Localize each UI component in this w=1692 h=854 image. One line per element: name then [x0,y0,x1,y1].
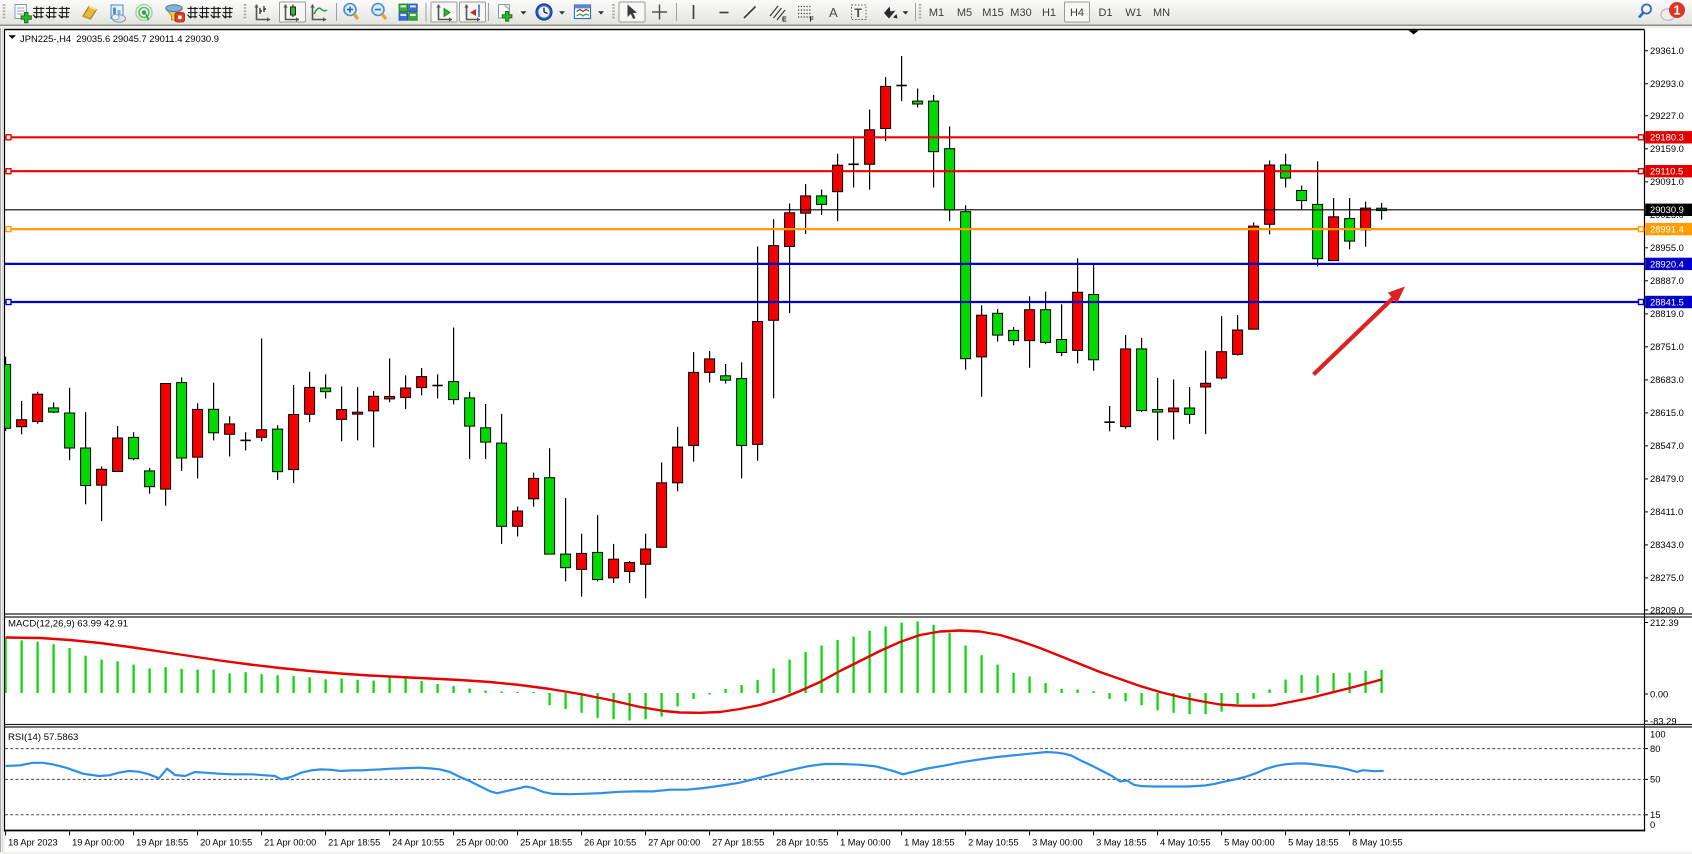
svg-text:28547.0: 28547.0 [1650,440,1684,451]
svg-text:28615.0: 28615.0 [1650,407,1684,418]
svg-text:JPN225-,H4 29035.6 29045.7 29: JPN225-,H4 29035.6 29045.7 29011.4 29030… [20,33,219,44]
svg-text:19 Apr 18:55: 19 Apr 18:55 [136,837,188,847]
svg-text:M1: M1 [929,7,944,19]
svg-text:29091.0: 29091.0 [1650,176,1684,187]
svg-text:5 May 18:55: 5 May 18:55 [1288,837,1339,847]
svg-text:20 Apr 10:55: 20 Apr 10:55 [200,837,252,847]
svg-text:15: 15 [1650,809,1660,820]
svg-text:29030.9: 29030.9 [1650,204,1684,215]
svg-text:1 May 18:55: 1 May 18:55 [904,837,955,847]
svg-text:W1: W1 [1125,7,1142,19]
svg-text:28275.0: 28275.0 [1650,572,1684,583]
svg-text:26 Apr 10:55: 26 Apr 10:55 [584,837,636,847]
svg-text:RSI(14) 57.5863: RSI(14) 57.5863 [8,732,78,743]
svg-text:1: 1 [1674,3,1681,17]
svg-text:24 Apr 10:55: 24 Apr 10:55 [392,837,444,847]
svg-text:D1: D1 [1098,7,1112,19]
svg-text:25 Apr 18:55: 25 Apr 18:55 [520,837,572,847]
svg-text:28955.0: 28955.0 [1650,242,1684,253]
svg-text:50: 50 [1650,774,1660,785]
svg-text:M5: M5 [957,7,972,19]
svg-text:2 May 10:55: 2 May 10:55 [968,837,1019,847]
svg-text:28209.0: 28209.0 [1650,604,1684,615]
svg-text:3 May 18:55: 3 May 18:55 [1096,837,1147,847]
svg-text:25 Apr 00:00: 25 Apr 00:00 [456,837,508,847]
svg-text:18 Apr 2023: 18 Apr 2023 [8,837,58,847]
svg-text:28683.0: 28683.0 [1650,374,1684,385]
svg-text:4 May 10:55: 4 May 10:55 [1160,837,1211,847]
svg-text:27 Apr 00:00: 27 Apr 00:00 [648,837,700,847]
svg-text:28819.0: 28819.0 [1650,308,1684,319]
svg-text:19 Apr 00:00: 19 Apr 00:00 [72,837,124,847]
svg-text:28887.0: 28887.0 [1650,275,1684,286]
svg-text:A: A [829,5,838,20]
svg-text:M15: M15 [982,7,1003,19]
svg-text:28841.5: 28841.5 [1650,296,1684,307]
svg-text:M30: M30 [1010,7,1031,19]
svg-text:28411.0: 28411.0 [1650,506,1683,517]
svg-text:29293.0: 29293.0 [1650,78,1684,89]
svg-text:MACD(12,26,9) 63.99 42.91: MACD(12,26,9) 63.99 42.91 [8,619,128,630]
svg-text:28751.0: 28751.0 [1650,341,1684,352]
svg-text:MN: MN [1153,7,1170,19]
svg-text:T: T [855,6,863,20]
svg-text:28 Apr 10:55: 28 Apr 10:55 [776,837,828,847]
svg-text:29180.3: 29180.3 [1650,132,1684,143]
svg-text:21 Apr 18:55: 21 Apr 18:55 [328,837,380,847]
svg-text:5 May 00:00: 5 May 00:00 [1224,837,1275,847]
svg-text:F: F [810,17,815,24]
svg-text:27 Apr 18:55: 27 Apr 18:55 [712,837,764,847]
svg-text:28479.0: 28479.0 [1650,473,1684,484]
svg-text:1 May 00:00: 1 May 00:00 [840,837,891,847]
svg-text:28920.4: 28920.4 [1650,258,1684,269]
svg-text:8 May 10:55: 8 May 10:55 [1352,837,1403,847]
svg-text:29110.5: 29110.5 [1650,166,1683,177]
svg-text:0.00: 0.00 [1650,688,1668,699]
svg-text:80: 80 [1650,743,1660,754]
svg-text:H1: H1 [1042,7,1056,19]
svg-text:H4: H4 [1070,7,1084,19]
svg-text:212.39: 212.39 [1650,617,1679,628]
svg-text:3 May 00:00: 3 May 00:00 [1032,837,1083,847]
svg-text:100: 100 [1650,728,1666,739]
svg-text:28991.4: 28991.4 [1650,224,1684,235]
svg-text:29361.0: 29361.0 [1650,45,1684,56]
svg-text:E: E [782,17,787,24]
svg-text:29159.0: 29159.0 [1650,143,1684,154]
svg-text:21 Apr 00:00: 21 Apr 00:00 [264,837,316,847]
svg-text:29227.0: 29227.0 [1650,110,1684,121]
svg-text:0: 0 [1650,819,1655,830]
svg-text:-83.29: -83.29 [1650,715,1677,726]
svg-text:28343.0: 28343.0 [1650,539,1684,550]
